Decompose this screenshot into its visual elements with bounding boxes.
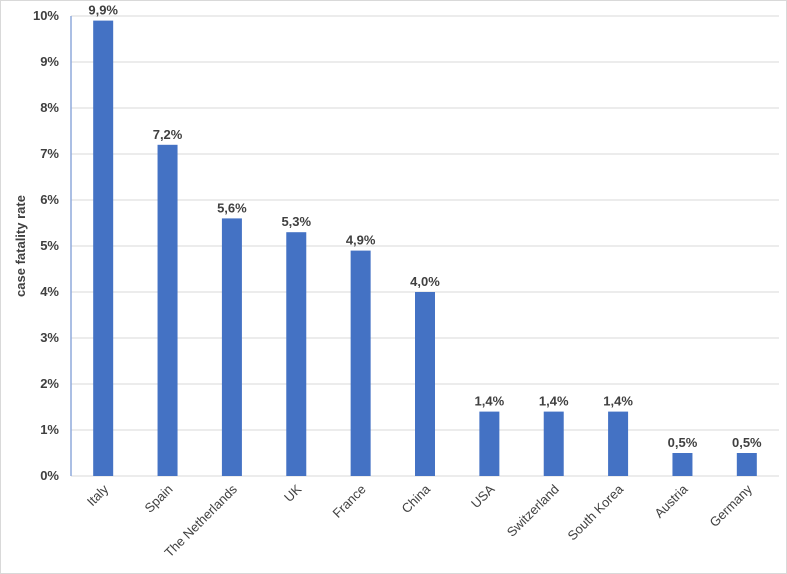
x-category-label: France: [330, 482, 369, 521]
y-tick-label: 10%: [33, 8, 59, 23]
data-label: 7,2%: [153, 127, 183, 142]
data-label: 5,3%: [281, 214, 311, 229]
bar: [286, 232, 307, 476]
y-tick-label: 1%: [40, 422, 59, 437]
bars: [93, 20, 757, 477]
bar: [157, 144, 178, 477]
y-tick-label: 3%: [40, 330, 59, 345]
y-axis-tick-labels: 0% 1% 2% 3% 4% 5% 6% 7% 8% 9% 10%: [33, 8, 59, 483]
x-category-label: Austria: [651, 481, 691, 521]
x-category-label: USA: [468, 481, 498, 511]
gridlines: [71, 15, 779, 477]
data-label: 1,4%: [539, 394, 569, 409]
x-category-label: Italy: [84, 481, 112, 509]
data-label: 1,4%: [475, 394, 505, 409]
data-label: 5,6%: [217, 200, 247, 215]
y-tick-label: 6%: [40, 192, 59, 207]
x-category-label: Spain: [142, 482, 176, 516]
x-category-label: UK: [281, 481, 305, 505]
data-label: 0,5%: [668, 435, 698, 450]
data-label: 9,9%: [88, 3, 118, 18]
data-label: 4,0%: [410, 274, 440, 289]
y-tick-label: 2%: [40, 376, 59, 391]
bar: [672, 453, 693, 476]
bar: [543, 411, 564, 476]
data-label: 4,9%: [346, 233, 376, 248]
bar: [221, 218, 242, 476]
bar: [608, 411, 629, 476]
x-category-label: Germany: [707, 481, 756, 530]
x-category-label: South Korea: [564, 481, 626, 543]
data-label: 0,5%: [732, 435, 762, 450]
y-tick-label: 4%: [40, 284, 59, 299]
bar: [479, 411, 500, 476]
bar: [350, 250, 371, 476]
data-label: 1,4%: [603, 394, 633, 409]
y-tick-label: 8%: [40, 100, 59, 115]
data-labels: 9,9% 7,2% 5,6% 5,3% 4,9% 4,0% 1,4% 1,4% 1,4% 0,5%…: [88, 3, 762, 450]
bar: [415, 292, 435, 476]
y-axis-label: case fatality rate: [13, 195, 28, 297]
y-tick-label: 0%: [40, 468, 59, 483]
bar: [736, 453, 757, 476]
y-tick-label: 7%: [40, 146, 59, 161]
x-category-label: China: [398, 481, 433, 516]
y-tick-label: 5%: [40, 238, 59, 253]
y-tick-label: 9%: [40, 54, 59, 69]
x-category-label: Switzerland: [504, 482, 562, 540]
bar: [93, 20, 114, 476]
